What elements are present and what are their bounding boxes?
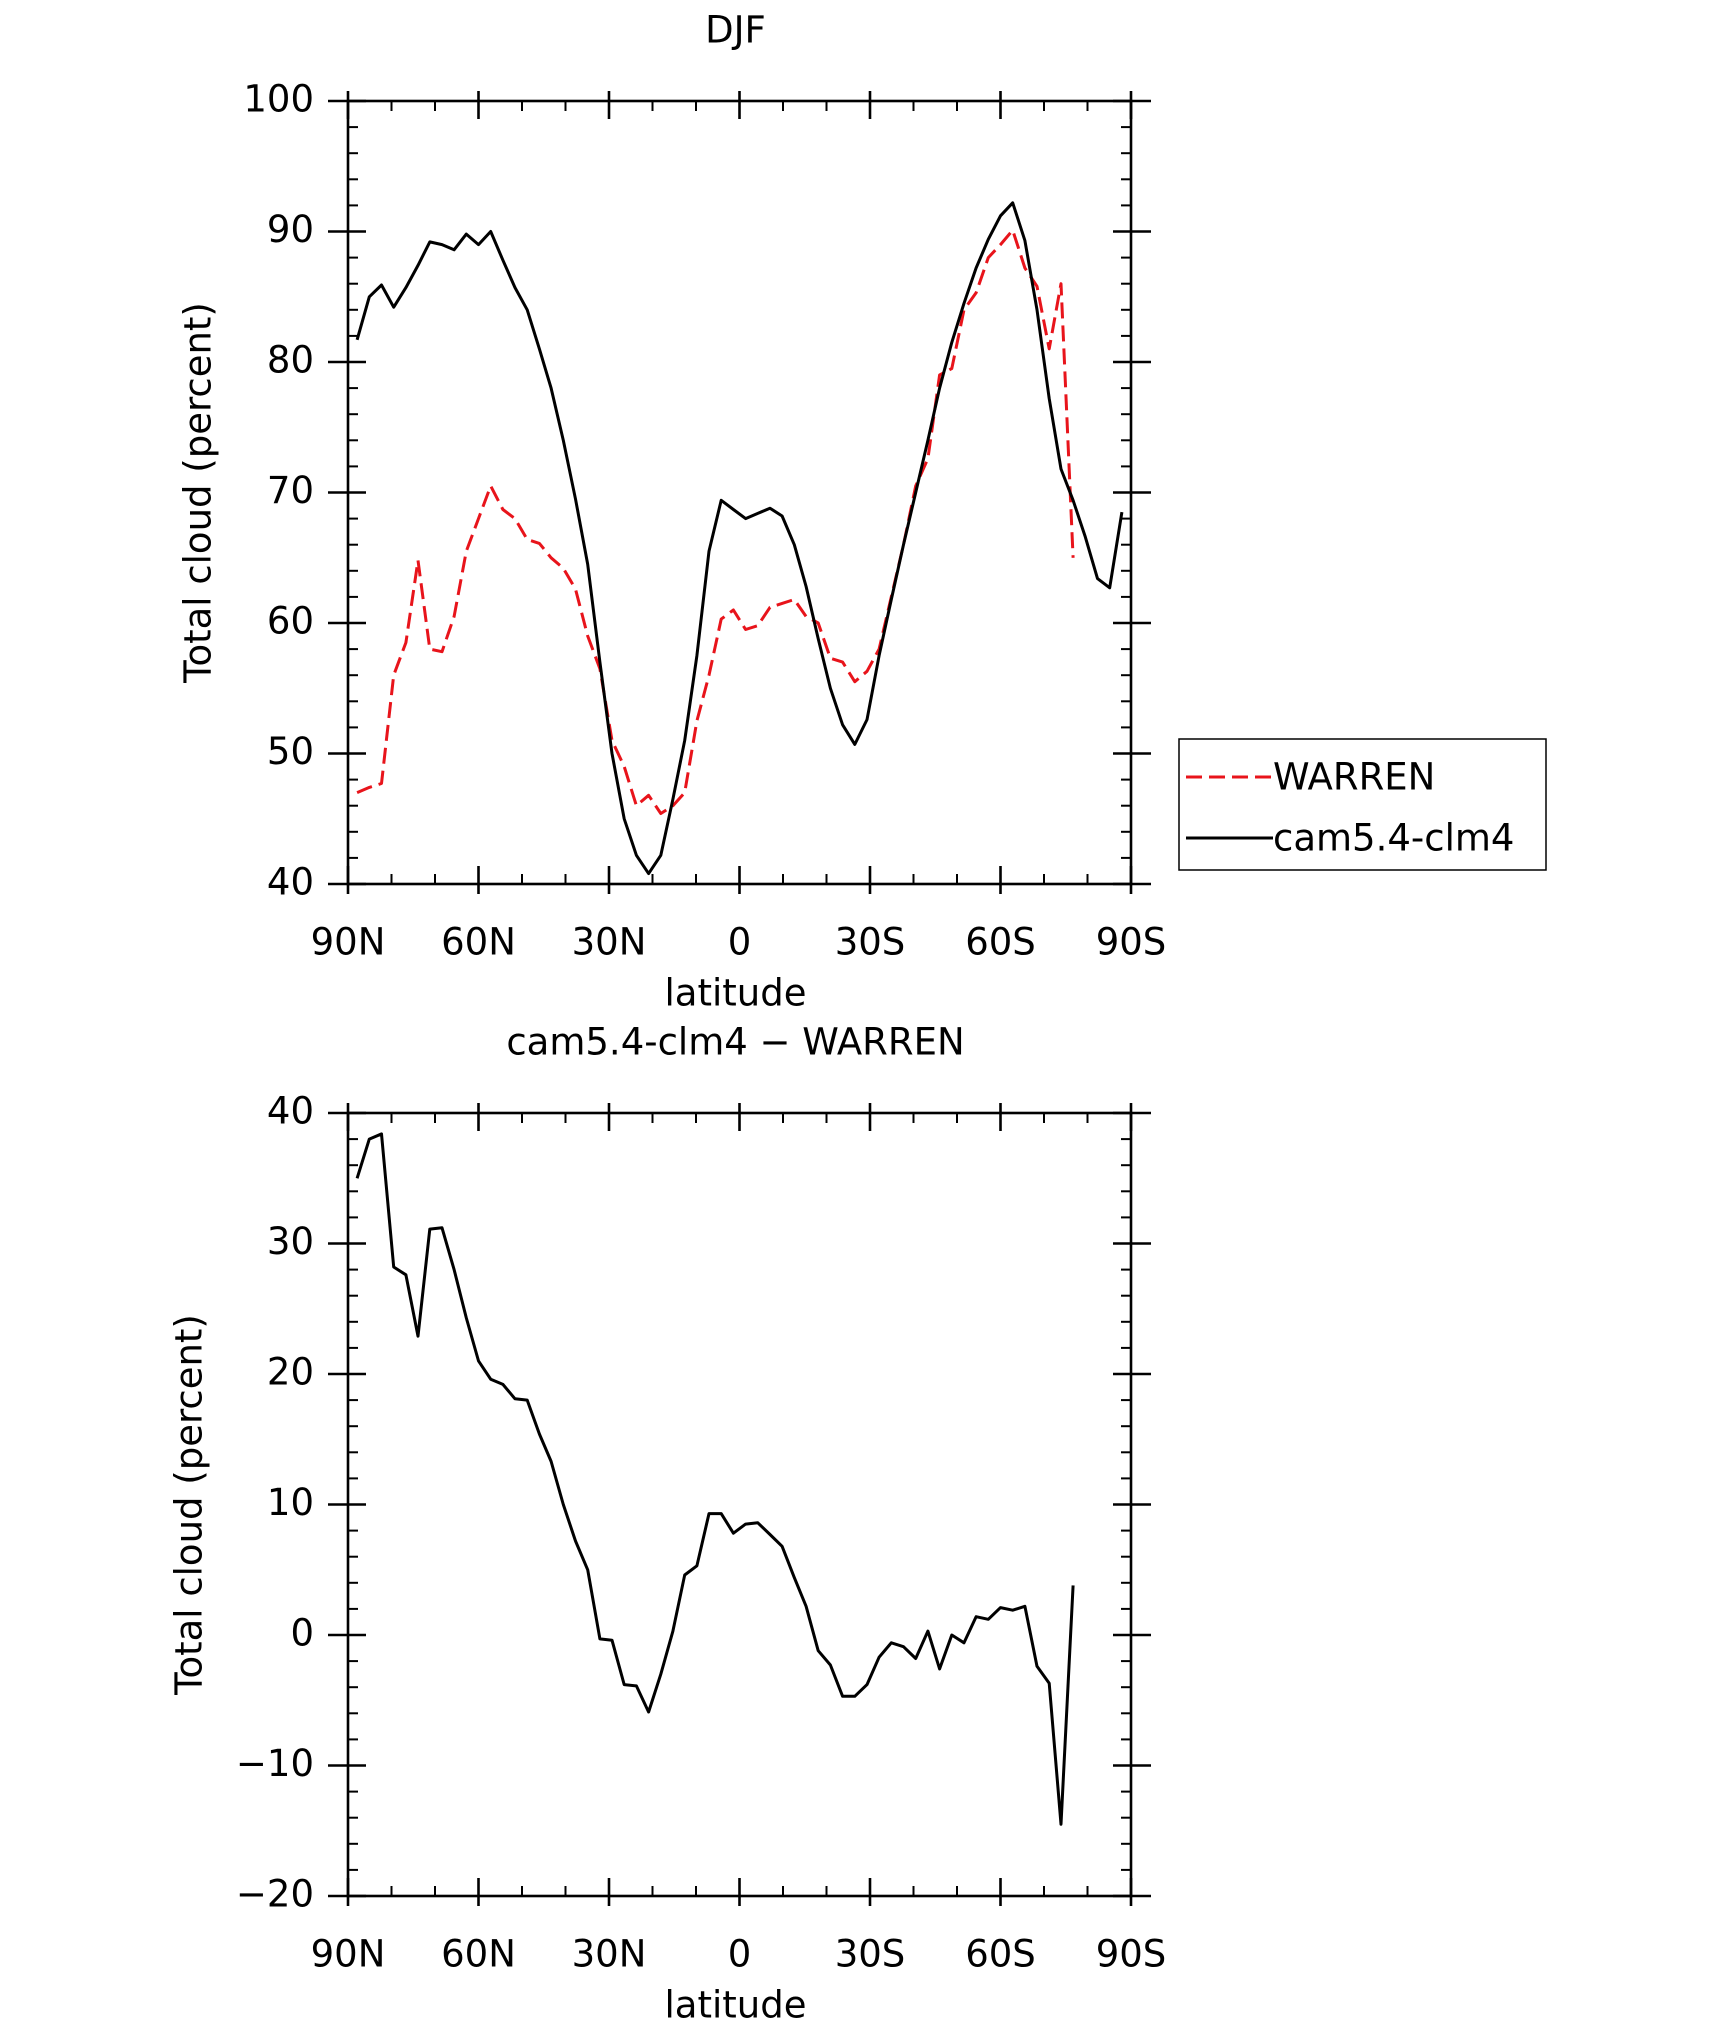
x-tick-label: 30N [572, 921, 647, 964]
y-tick-label: 0 [290, 1612, 314, 1655]
plot-frame [346, 1111, 1133, 1898]
y-tick-label: 100 [243, 78, 314, 121]
y-tick-label: 50 [267, 730, 314, 773]
y-tick-label: 30 [267, 1220, 314, 1263]
y-tick-label: 60 [267, 600, 314, 643]
x-tick-label: 90N [311, 921, 386, 964]
y-axis-label: Total cloud (percent) [177, 302, 220, 684]
chart-title: cam5.4-clm4 − WARREN [506, 1021, 964, 1064]
x-tick-label: 0 [728, 921, 752, 964]
x-tick-label: 60S [965, 921, 1036, 964]
x-tick-label: 30S [835, 921, 906, 964]
chart-title: DJF [705, 9, 766, 52]
y-tick-label: 80 [267, 339, 314, 382]
y-tick-label: 40 [267, 1090, 314, 1133]
y-tick-label: −20 [236, 1873, 314, 1916]
x-tick-label: 30N [572, 1933, 647, 1976]
data-line [355, 201, 1124, 876]
x-tick-label: 60S [965, 1933, 1036, 1976]
x-axis-label: latitude [665, 972, 807, 1015]
x-tick-label: 30S [835, 1933, 906, 1976]
x-tick-label: 90S [1096, 921, 1167, 964]
x-tick-label: 60N [441, 921, 516, 964]
y-tick-label: 20 [267, 1351, 314, 1394]
data-line [355, 1132, 1075, 1826]
legend-label: WARREN [1273, 756, 1435, 799]
y-tick-label: 40 [267, 861, 314, 904]
data-line [356, 228, 1075, 815]
y-tick-label: 70 [267, 469, 314, 512]
y-tick-label: −10 [236, 1742, 314, 1785]
x-tick-label: 60N [441, 1933, 516, 1976]
y-tick-label: 10 [267, 1481, 314, 1524]
x-tick-label: 90S [1096, 1933, 1167, 1976]
y-tick-label: 90 [267, 208, 314, 251]
legend-label: cam5.4-clm4 [1273, 817, 1514, 860]
x-axis-label: latitude [665, 1984, 807, 2021]
x-tick-label: 0 [728, 1933, 752, 1976]
legend-box [1178, 738, 1547, 871]
x-tick-label: 90N [311, 1933, 386, 1976]
y-axis-label: Total cloud (percent) [168, 1314, 211, 1696]
plot-frame [346, 99, 1133, 886]
